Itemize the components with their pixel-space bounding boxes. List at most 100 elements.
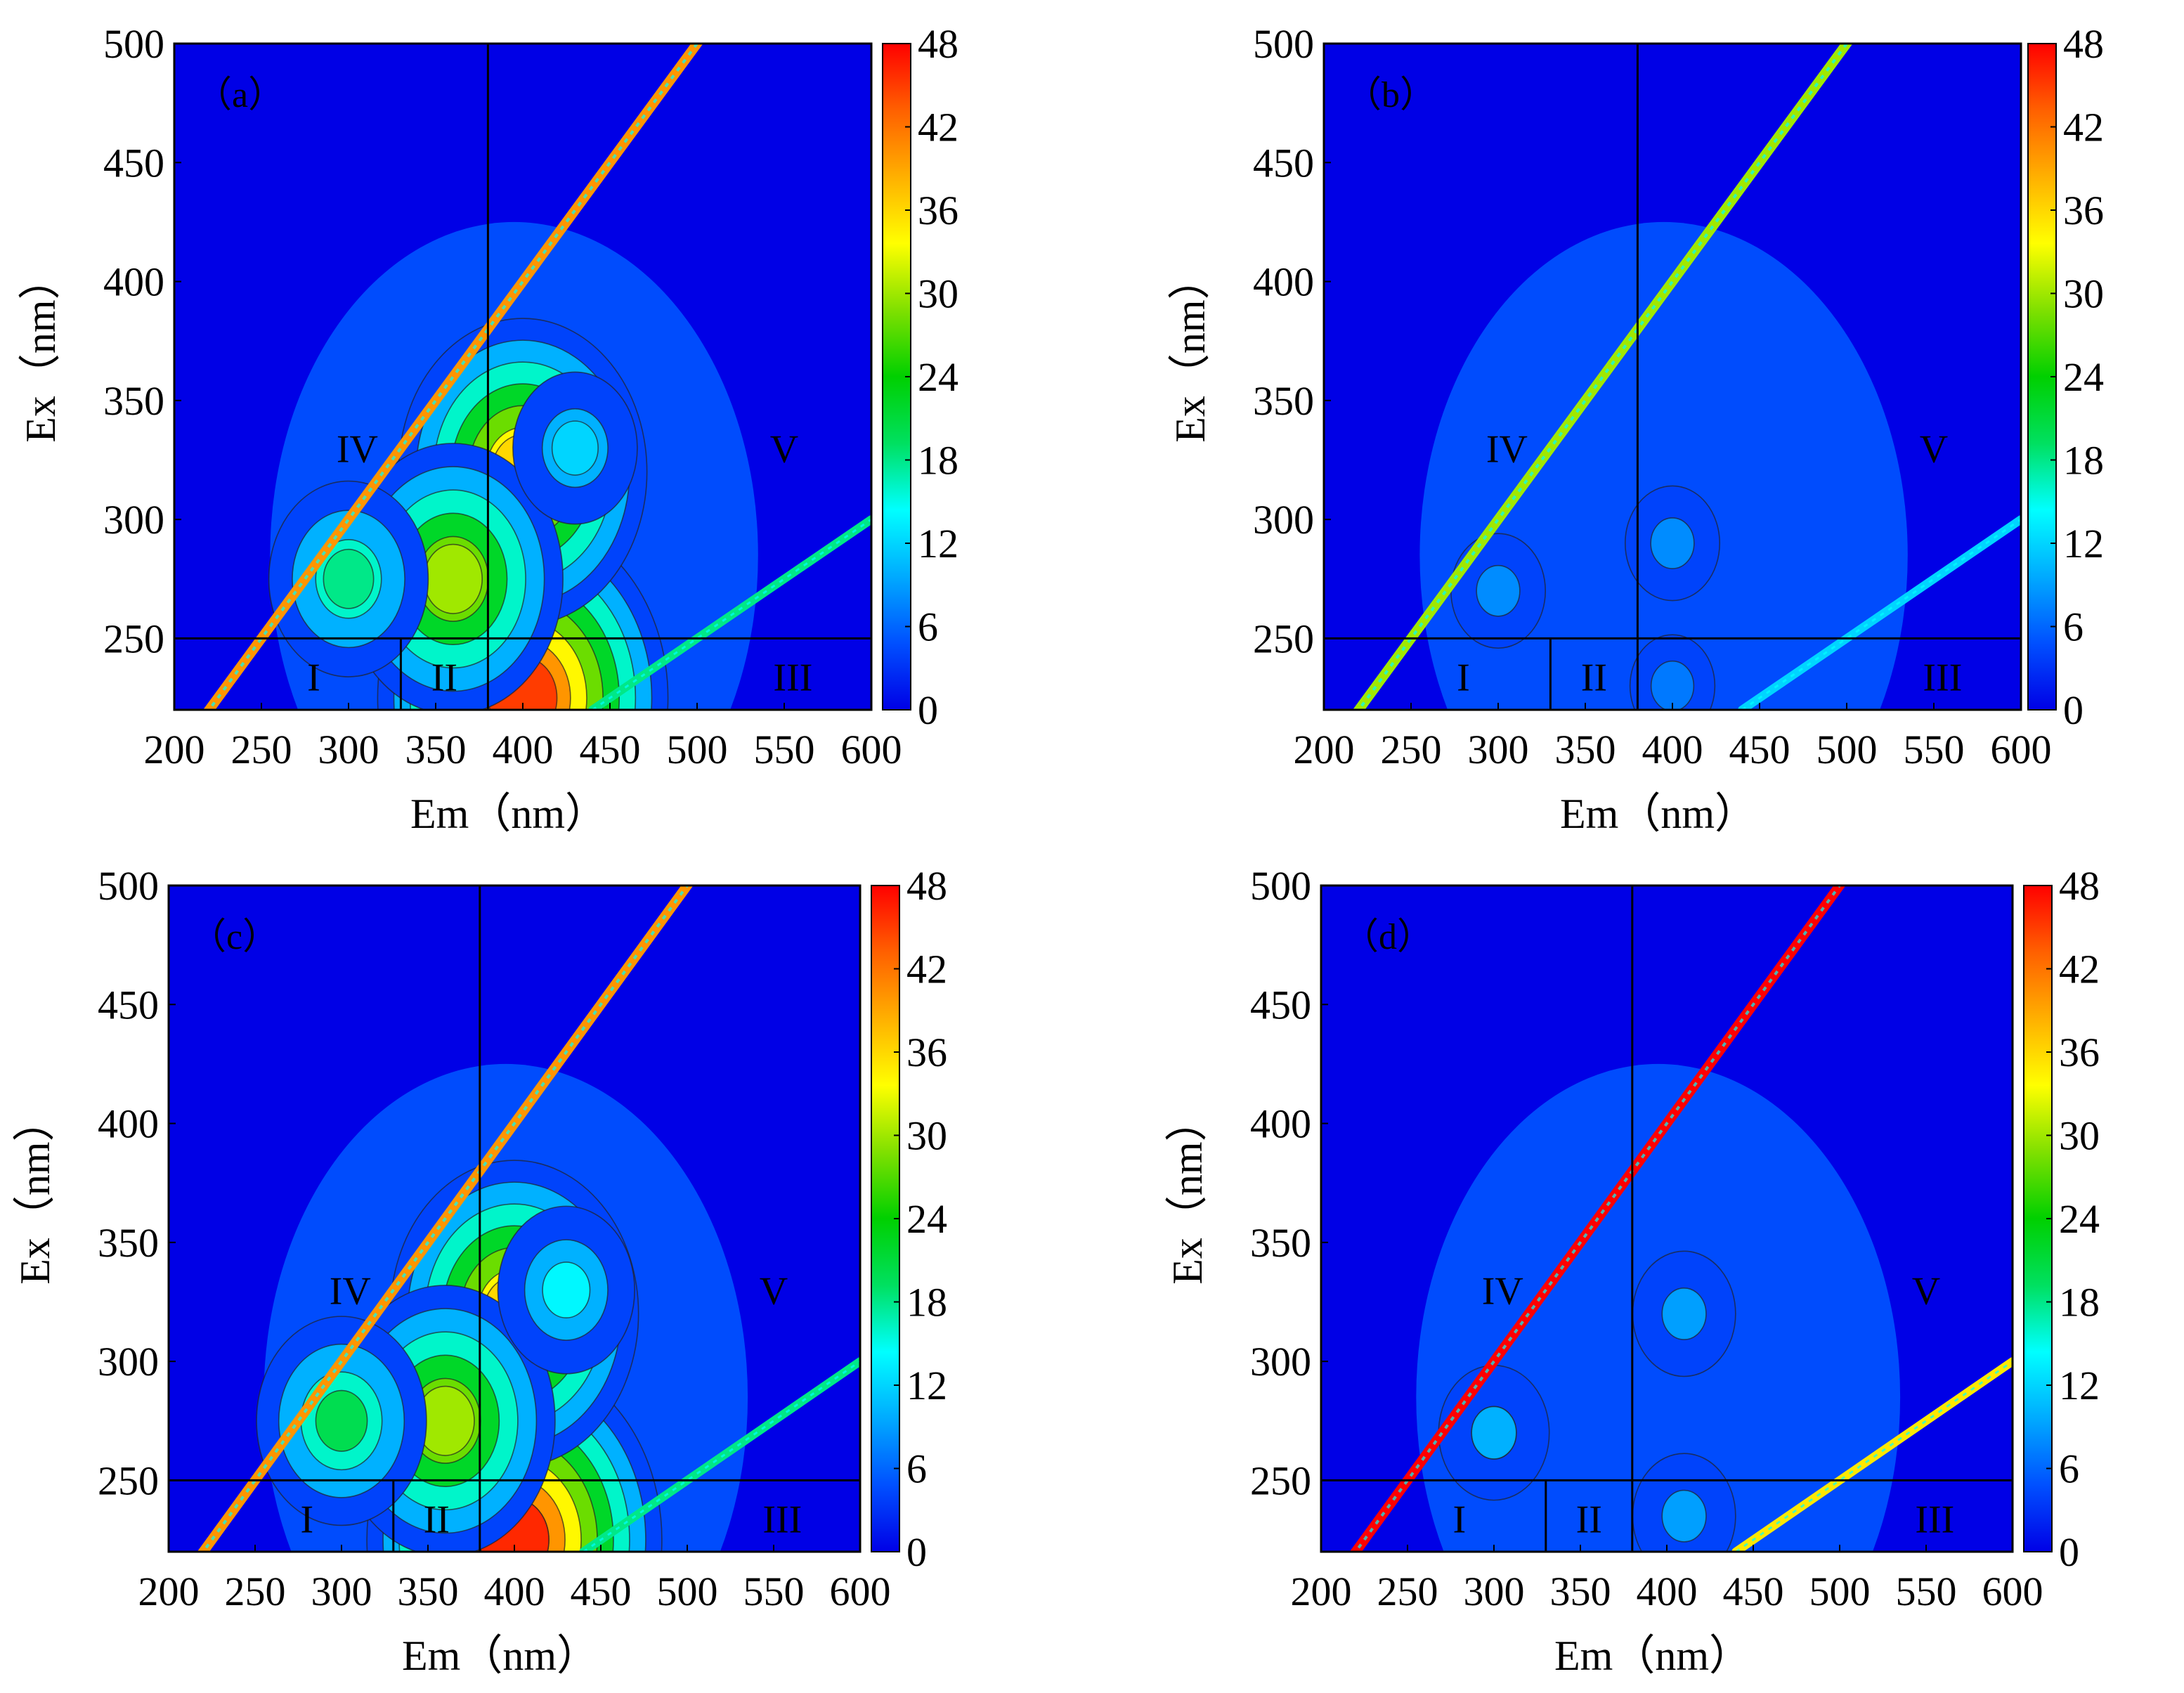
colorbar-tick-label: 30 — [906, 1113, 947, 1159]
peak-contour — [1476, 564, 1521, 617]
y-tick-label: 400 — [1250, 1101, 1311, 1147]
x-tick-label: 250 — [231, 727, 292, 772]
region-label-V: V — [1920, 428, 1948, 472]
colorbar-tick-label: 24 — [2063, 354, 2104, 400]
x-axis-label: Em（nm） — [402, 1633, 599, 1679]
region-label-V: V — [760, 1270, 788, 1313]
colorbar-tick-label: 0 — [918, 687, 938, 733]
colorbar-tick-label: 0 — [2063, 687, 2084, 733]
y-tick-label: 500 — [98, 863, 159, 909]
second-order-scatter-core — [583, 1360, 860, 1552]
x-tick-label: 600 — [841, 727, 902, 772]
region-label-IV: IV — [1482, 1270, 1523, 1313]
y-tick-label: 350 — [103, 378, 164, 424]
colorbar-tick-label: 30 — [918, 271, 958, 317]
heatmap-body — [1324, 44, 2021, 710]
x-tick-label: 400 — [484, 1569, 545, 1614]
region-label-III: III — [1923, 656, 1962, 700]
region-label-II: II — [1576, 1498, 1602, 1542]
x-tick-label: 300 — [1468, 727, 1529, 772]
peak-contour — [1650, 660, 1695, 710]
second-order-scatter-core — [592, 518, 871, 710]
colorbar-tick-label: 24 — [918, 354, 958, 400]
region-label-III: III — [1915, 1498, 1954, 1542]
colorbar-tick-label: 0 — [2059, 1529, 2079, 1575]
x-tick-label: 500 — [667, 727, 728, 772]
x-tick-label: 550 — [1904, 727, 1965, 772]
y-tick-label: 450 — [1253, 140, 1314, 186]
peak-contour — [323, 548, 375, 609]
y-axis-label: Ex（nm） — [1167, 257, 1214, 442]
panel-label: （d） — [1342, 917, 1434, 957]
colorbar-tick-label: 12 — [918, 521, 958, 566]
peak-contour — [423, 543, 483, 614]
x-tick-label: 400 — [1642, 727, 1703, 772]
y-tick-label: 300 — [98, 1339, 159, 1384]
x-tick-label: 500 — [1816, 727, 1878, 772]
x-tick-label: 500 — [657, 1569, 718, 1614]
region-label-III: III — [773, 656, 812, 700]
x-tick-label: 250 — [1381, 727, 1442, 772]
peak-contour — [1661, 1489, 1707, 1543]
second-order-scatter-core — [1741, 518, 2021, 710]
colorbar-tick-label: 48 — [906, 863, 947, 909]
peak-contour — [1650, 517, 1695, 569]
colorbar-tick-label: 6 — [2063, 604, 2084, 650]
heatmap-body — [169, 886, 860, 1552]
colorbar-tick-label: 12 — [2059, 1363, 2100, 1408]
y-tick-label: 400 — [98, 1101, 159, 1147]
y-tick-label: 400 — [103, 259, 164, 305]
x-tick-label: 400 — [493, 727, 554, 772]
x-tick-label: 200 — [1294, 727, 1355, 772]
colorbar-tick-label: 0 — [906, 1529, 927, 1575]
colorbar-tick-label: 36 — [906, 1030, 947, 1075]
x-axis-label: Em（nm） — [1560, 791, 1757, 837]
y-axis-label: Ex（nm） — [12, 1099, 58, 1284]
colorbar-tick-label: 18 — [906, 1280, 947, 1325]
x-tick-label: 550 — [743, 1569, 805, 1614]
y-tick-label: 250 — [98, 1458, 159, 1503]
colorbar-tick-label: 24 — [2059, 1196, 2100, 1242]
x-tick-label: 500 — [1809, 1569, 1871, 1614]
region-label-II: II — [431, 656, 457, 700]
colorbar-tick-label: 6 — [918, 604, 938, 650]
colorbar-tick-label: 48 — [918, 21, 958, 67]
heatmap-body — [174, 44, 871, 710]
panel-label: （a） — [195, 75, 285, 115]
y-tick-label: 450 — [1250, 982, 1311, 1027]
peak-contour — [1471, 1406, 1517, 1460]
x-tick-label: 300 — [1464, 1569, 1525, 1614]
region-label-II: II — [1581, 656, 1607, 700]
y-axis-label: Ex（nm） — [18, 257, 64, 442]
region-label-I: I — [1452, 1498, 1466, 1542]
y-tick-label: 450 — [98, 982, 159, 1027]
x-tick-label: 600 — [1982, 1569, 2043, 1614]
colorbar-tick-label: 12 — [906, 1363, 947, 1408]
rayleigh-scatter-band — [1352, 44, 1853, 710]
y-tick-label: 300 — [103, 497, 164, 543]
colorbar-tick-label: 30 — [2063, 271, 2104, 317]
colorbar-tick-label: 6 — [2059, 1446, 2079, 1492]
colorbar-tick-label: 18 — [2063, 438, 2104, 484]
peak-contour — [1661, 1287, 1707, 1340]
rayleigh-scatter-band — [1349, 886, 1846, 1552]
x-tick-label: 350 — [405, 727, 467, 772]
x-tick-label: 600 — [1991, 727, 2052, 772]
colorbar-tick-label: 42 — [2059, 947, 2100, 992]
colorbar-tick-label: 36 — [2059, 1030, 2100, 1075]
region-label-IV: IV — [330, 1270, 371, 1313]
y-tick-label: 400 — [1253, 259, 1314, 305]
x-tick-label: 550 — [754, 727, 815, 772]
y-tick-label: 350 — [1253, 378, 1314, 424]
y-tick-label: 350 — [1250, 1220, 1311, 1266]
x-tick-label: 550 — [1896, 1569, 1957, 1614]
x-tick-label: 350 — [1550, 1569, 1611, 1614]
colorbar-tick-label: 36 — [2063, 188, 2104, 233]
x-tick-label: 200 — [144, 727, 205, 772]
y-tick-label: 500 — [103, 21, 164, 67]
colorbar-tick-label: 30 — [2059, 1113, 2100, 1159]
x-axis-label: Em（nm） — [1554, 1633, 1751, 1679]
x-tick-label: 200 — [1291, 1569, 1352, 1614]
